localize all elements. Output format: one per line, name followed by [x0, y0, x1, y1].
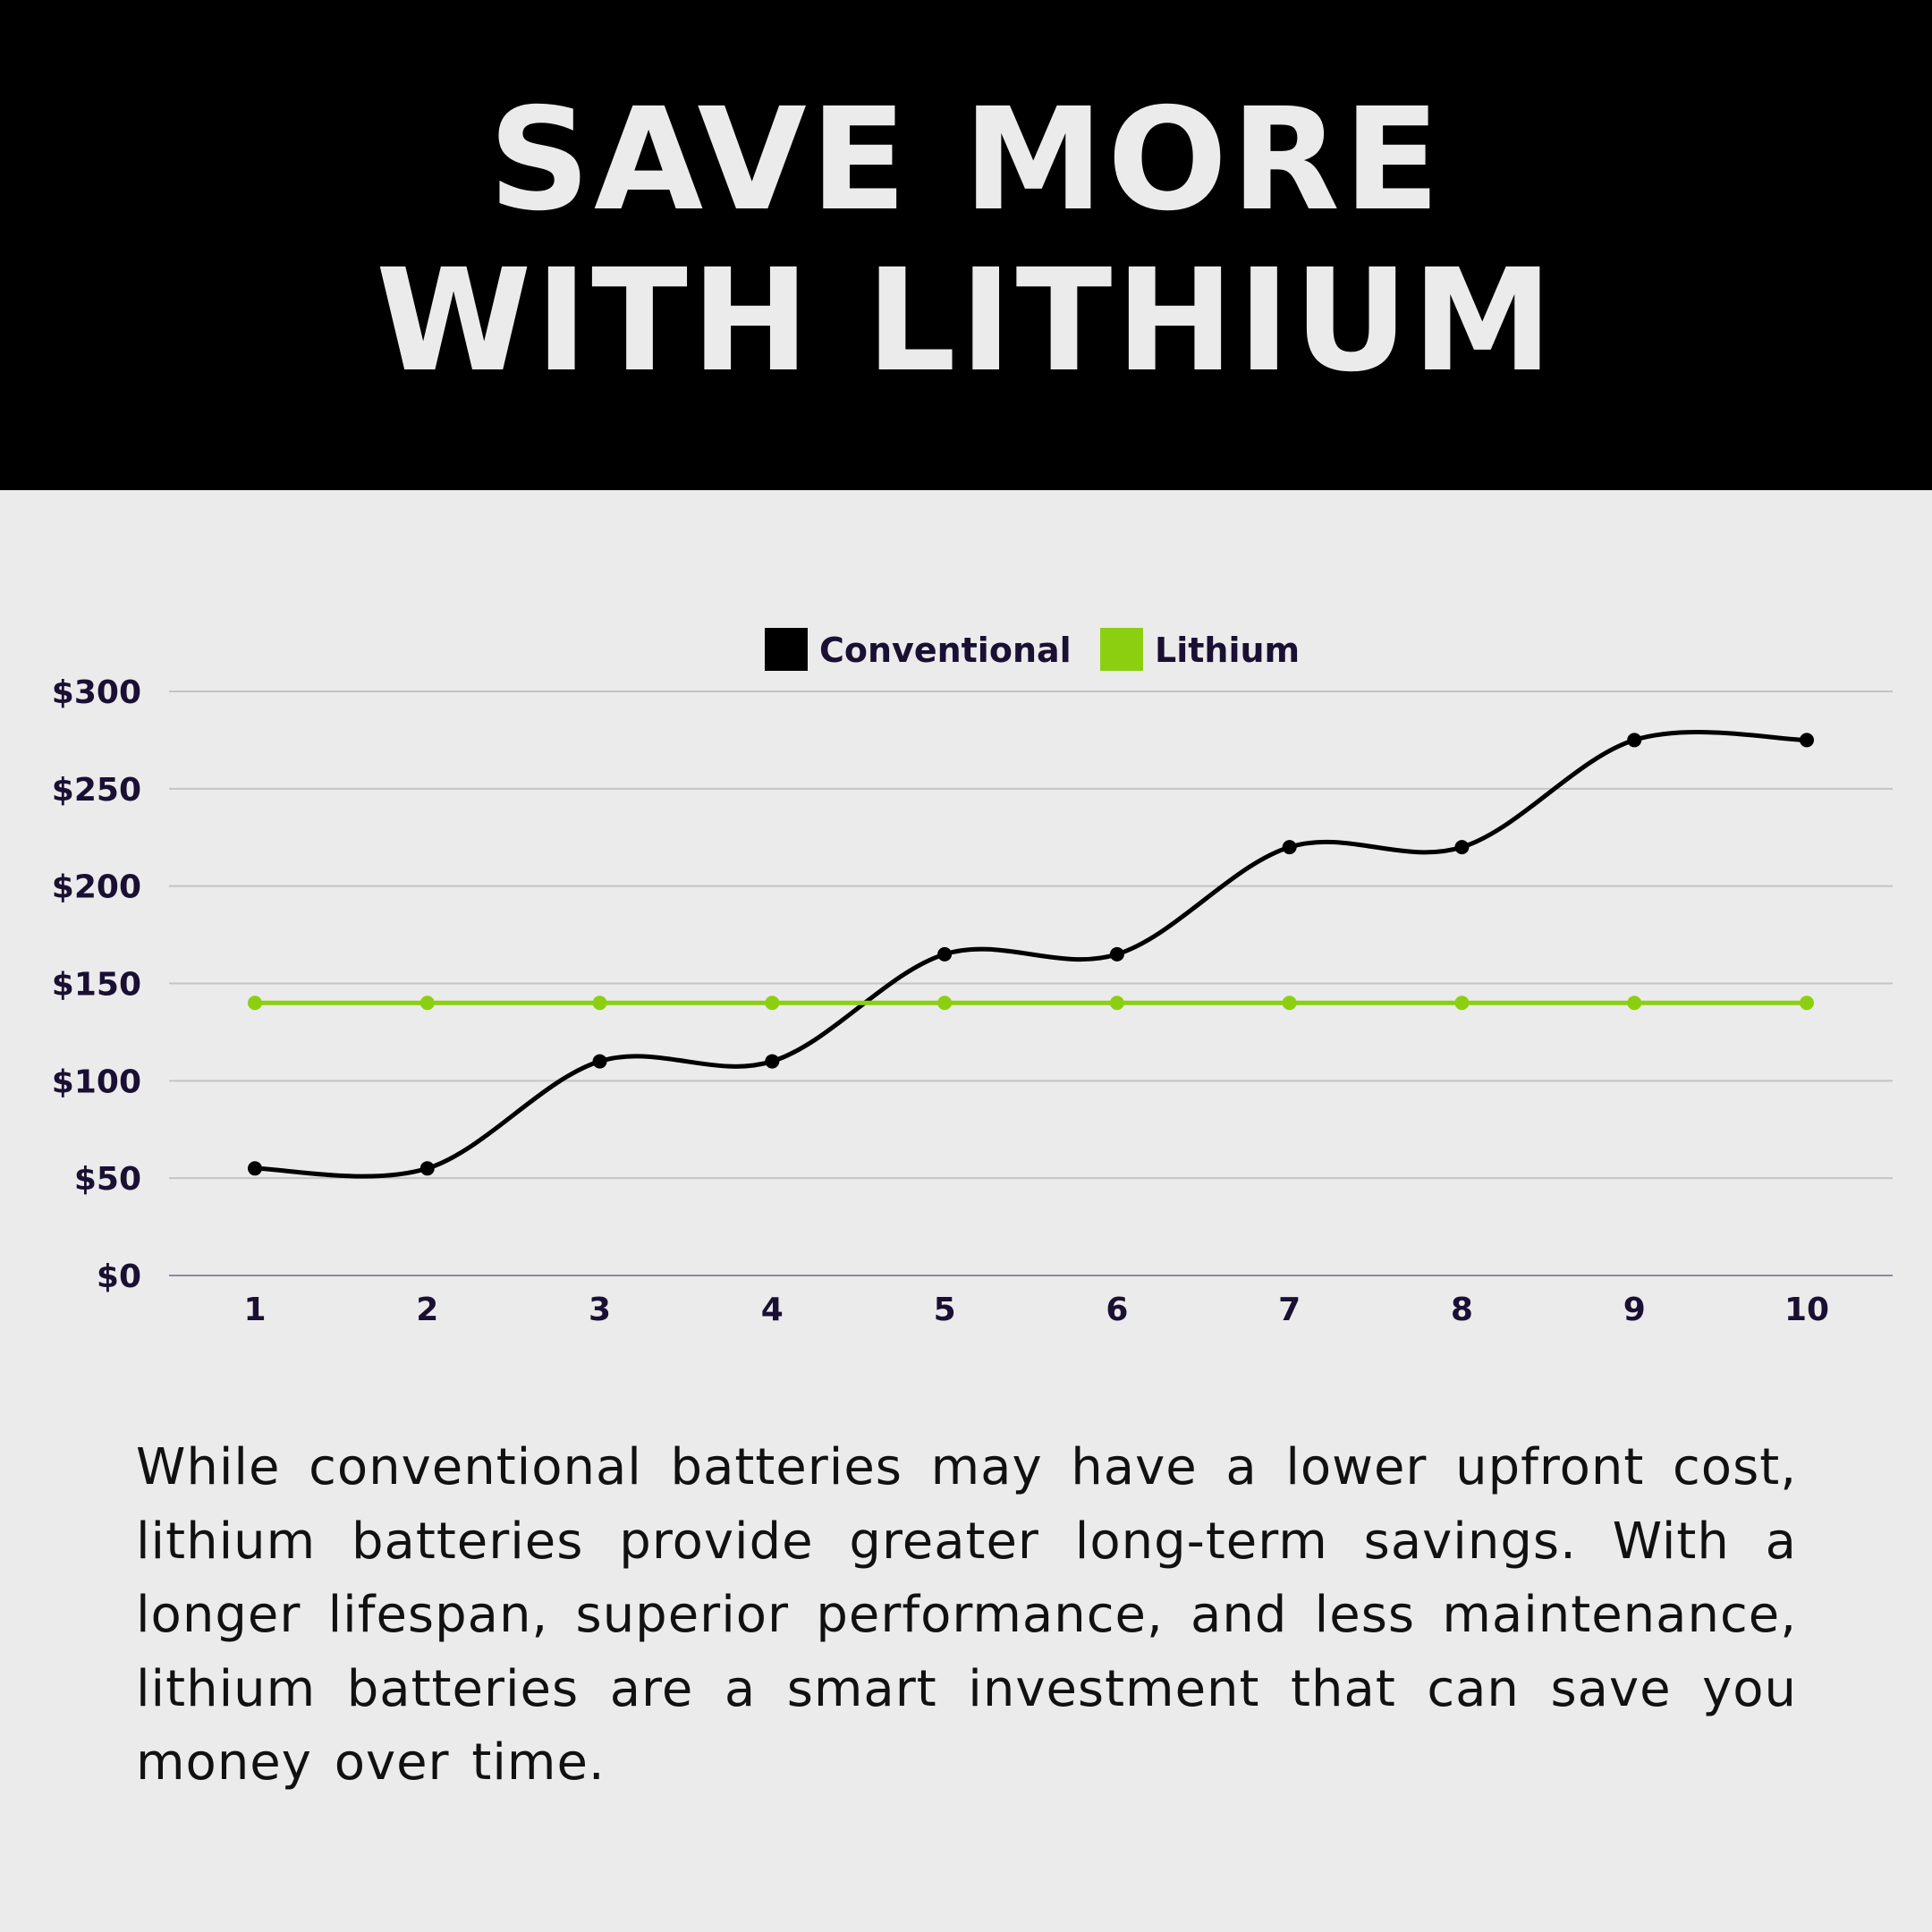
x-tick-label: 9	[1623, 1292, 1646, 1328]
data-point-conventional	[937, 946, 953, 962]
y-tick-label: $150	[52, 967, 141, 1004]
y-tick-label: $250	[52, 772, 141, 809]
data-point-conventional	[1454, 840, 1470, 855]
y-tick-label: $100	[52, 1063, 141, 1100]
data-point-lithium	[248, 996, 262, 1011]
data-point-lithium	[419, 996, 435, 1011]
x-tick-label: 2	[416, 1292, 438, 1328]
x-tick-label: 6	[1106, 1292, 1128, 1328]
x-tick-label: 7	[1278, 1292, 1301, 1328]
data-point-lithium	[1109, 996, 1124, 1011]
legend-swatch-lithium	[1100, 628, 1143, 671]
header-banner: SAVE MORE WITH LITHIUM	[0, 0, 1932, 490]
data-point-conventional	[248, 1161, 262, 1176]
series-line-conventional	[254, 730, 1808, 1179]
x-tick-label: 8	[1451, 1292, 1473, 1328]
y-tick-label: $0	[97, 1258, 141, 1295]
x-tick-label: 4	[761, 1292, 784, 1328]
data-point-conventional	[1800, 733, 1814, 748]
x-tick-label: 1	[243, 1292, 266, 1328]
data-point-conventional	[1627, 733, 1642, 748]
legend-swatch-conventional	[765, 628, 808, 671]
data-point-conventional	[765, 1054, 780, 1069]
legend-label-lithium: Lithium	[1155, 631, 1300, 670]
description-paragraph: While conventional batteries may have a …	[136, 1438, 1797, 1792]
data-point-lithium	[765, 996, 780, 1011]
data-point-conventional	[419, 1161, 435, 1176]
y-tick-label: $300	[52, 674, 141, 711]
x-tick-label: 10	[1784, 1292, 1829, 1328]
data-point-conventional	[1282, 840, 1297, 855]
data-point-conventional	[1109, 946, 1124, 962]
y-tick-label: $200	[52, 869, 141, 906]
data-point-lithium	[1627, 996, 1642, 1011]
title-line-2: WITH LITHIUM	[376, 239, 1556, 403]
y-tick-label: $50	[74, 1161, 141, 1198]
title-line-1: SAVE MORE	[488, 78, 1444, 242]
data-point-lithium	[1454, 996, 1470, 1011]
data-point-lithium	[937, 996, 953, 1011]
x-tick-label: 3	[589, 1292, 611, 1328]
legend-label-conventional: Conventional	[819, 631, 1072, 670]
x-tick-label: 5	[934, 1292, 956, 1328]
data-point-lithium	[1282, 996, 1297, 1011]
line-chart: $0 $50 $100 $150 $200 $250 $300 1 2 3 4 5 6 7 8 9 10 Conv…	[52, 628, 1893, 1328]
data-point-lithium	[592, 996, 607, 1011]
data-point-lithium	[1800, 996, 1814, 1011]
data-point-conventional	[592, 1054, 607, 1069]
